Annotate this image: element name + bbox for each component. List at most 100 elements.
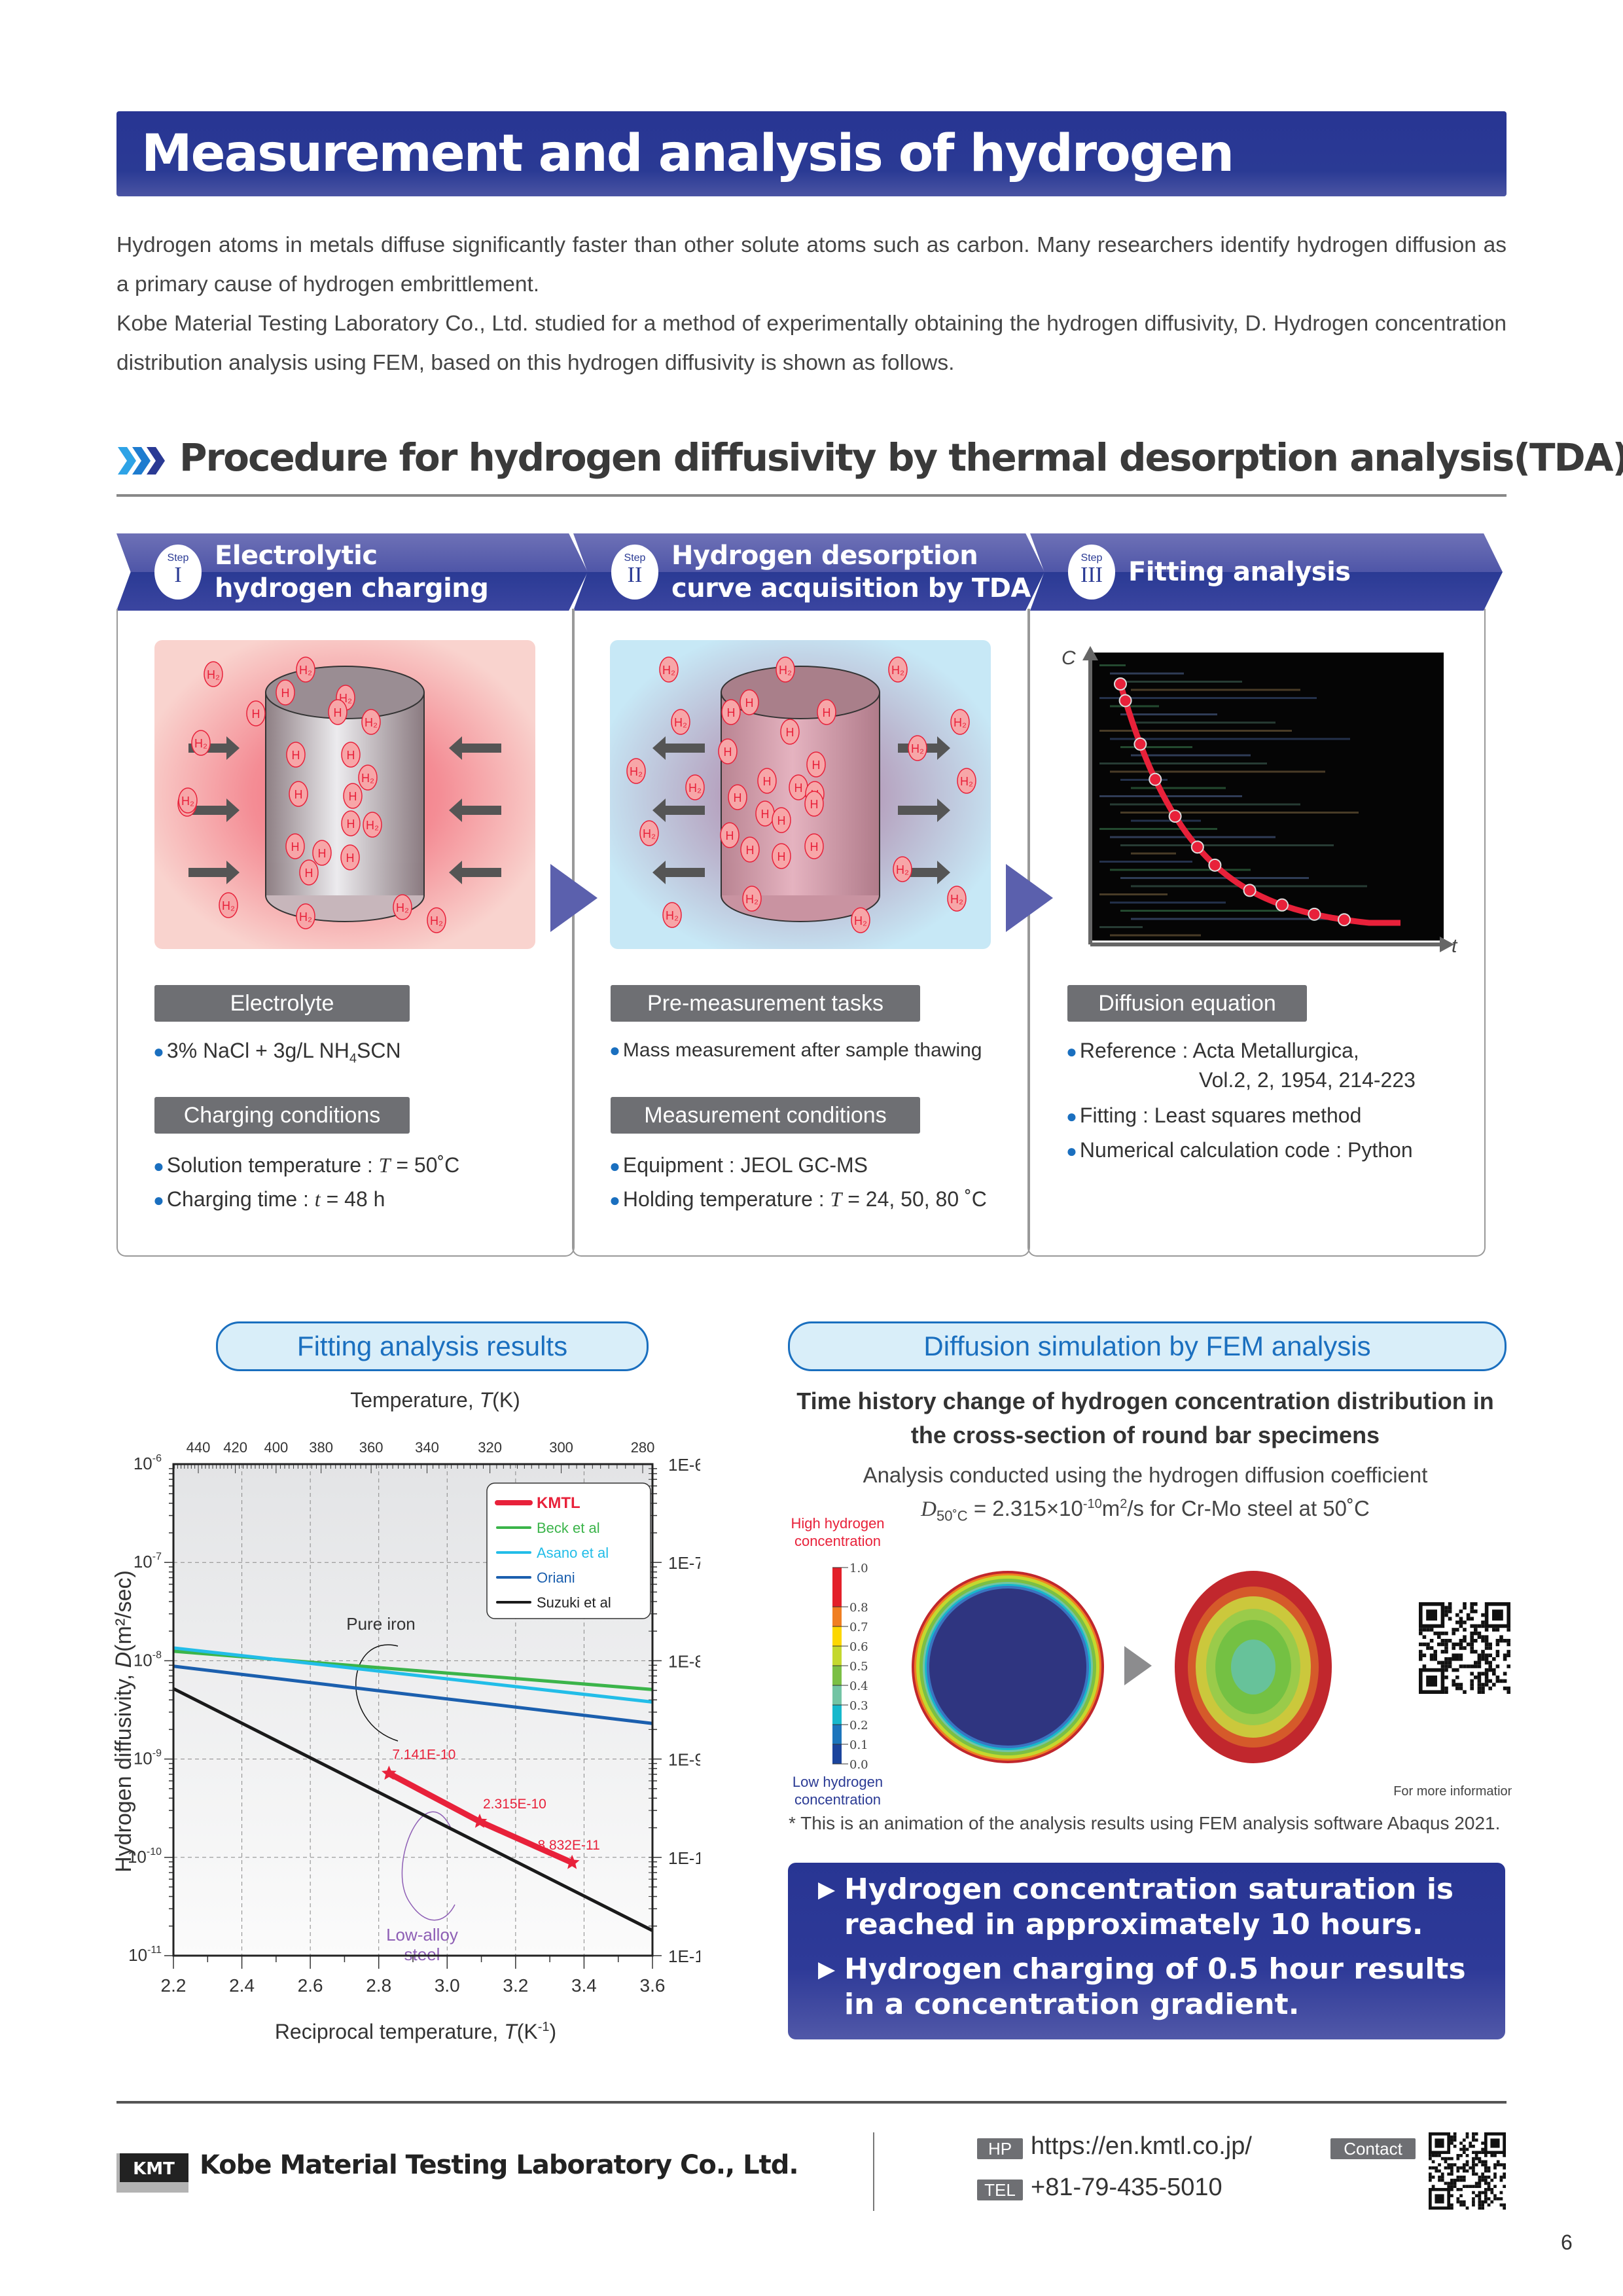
scale-low-label-2: concentration: [794, 1791, 881, 1808]
step-3-label: Fitting analysis: [1128, 557, 1351, 587]
h-atom-icon: H: [340, 844, 360, 870]
svg-text:H: H: [252, 708, 260, 721]
h2-molecule-icon: H₂: [957, 768, 976, 794]
company-name: Kobe Material Testing Laboratory Co., Lt…: [200, 2150, 799, 2180]
top-tick-label: 440: [187, 1439, 211, 1456]
svg-text:H: H: [726, 829, 734, 842]
fit-data-point: [1149, 772, 1162, 786]
legend-item: Asano et al: [496, 1545, 609, 1561]
svg-text:KMT: KMT: [133, 2159, 175, 2179]
scale-band: [832, 1646, 842, 1666]
electrolyte-tag: Electrolyte: [154, 985, 410, 1022]
fit-data-point: [1208, 858, 1222, 872]
svg-text:H: H: [812, 759, 821, 772]
scale-tick-label: 0.2: [849, 1719, 868, 1732]
svg-text:H: H: [318, 847, 327, 860]
arrow-right-icon: [188, 798, 240, 822]
scale-tick-label: 0.1: [849, 1738, 868, 1752]
y-axis-label-c: C: [1061, 647, 1076, 669]
h2-molecule-icon: H₂: [191, 730, 211, 756]
h2-molecule-icon: H₂: [358, 764, 378, 791]
svg-text:H: H: [746, 844, 755, 857]
step-2-label: Hydrogen desorption curve acquisition by …: [671, 541, 1031, 603]
arrow-left-icon: [652, 798, 705, 822]
scale-tick-label: 1.0: [849, 1562, 868, 1575]
footer-divider: [116, 2101, 1507, 2104]
top-tick-label: 300: [549, 1439, 573, 1456]
procedure-section-header: Procedure for hydrogen diffusivity by th…: [116, 435, 1623, 497]
step-3-banner: Step III Fitting analysis: [1030, 533, 1503, 611]
scale-band: [832, 1705, 842, 1725]
x-tick-label: 3.6: [640, 1975, 666, 1996]
reference-item-continuation: Vol.2, 2, 1954, 214-223: [1199, 1068, 1416, 1092]
svg-text:H₂: H₂: [299, 664, 312, 677]
scale-tick-label: 0.5: [849, 1660, 868, 1674]
svg-text:H: H: [292, 749, 300, 762]
svg-text:H₂: H₂: [745, 893, 758, 906]
fit-data-point: [1275, 898, 1289, 912]
qr-code[interactable]: [1419, 1602, 1510, 1694]
svg-text:H: H: [786, 726, 794, 739]
h-atom-icon: H: [740, 689, 759, 715]
y-tick-label-left: 10-8: [134, 1649, 162, 1670]
h-atom-icon: H: [772, 807, 791, 833]
svg-text:H: H: [761, 808, 770, 821]
svg-text:H₂: H₂: [674, 716, 687, 729]
svg-text:H₂: H₂: [896, 863, 909, 876]
triangle-bullet-icon: ▶: [818, 1876, 836, 1903]
fem-simulation-header: Diffusion simulation by FEM analysis: [788, 1321, 1507, 1371]
telephone-number[interactable]: +81-79-435-5010: [1031, 2174, 1222, 2201]
y-tick-label-left: 10-9: [134, 1748, 162, 1768]
cross-section-early: [912, 1571, 1104, 1763]
svg-text:H₂: H₂: [643, 827, 656, 840]
svg-text:H: H: [334, 706, 342, 719]
x-tick-label: 3.4: [571, 1975, 597, 1996]
fitting-results-header: Fitting analysis results: [216, 1321, 649, 1371]
h-atom-icon: H: [755, 800, 775, 827]
fit-data-point: [1133, 737, 1147, 751]
scale-band: [832, 1725, 842, 1744]
y-tick-label-left: 10-10: [128, 1846, 162, 1867]
legend-label: KMTL: [537, 1494, 580, 1512]
electrolyte-item: ● 3% NaCl + 3g/L NH4SCN: [153, 1039, 401, 1066]
top-tick-label: 420: [223, 1439, 247, 1456]
h-atom-icon: H: [328, 699, 348, 725]
h2-molecule-icon: H₂: [908, 735, 927, 761]
equipment-item: ● Equipment : JEOL GC-MS: [609, 1153, 868, 1177]
scale-band: [832, 1626, 842, 1646]
legend-label: Oriani: [537, 1570, 575, 1586]
svg-text:H₂: H₂: [911, 742, 924, 755]
h2-molecule-icon: H₂: [427, 907, 446, 933]
y-tick-label-left: 10-6: [134, 1453, 162, 1473]
homepage-link[interactable]: https://en.kmtl.co.jp/: [1031, 2132, 1252, 2160]
svg-text:H₂: H₂: [396, 901, 409, 914]
intro-text: Hydrogen atoms in metals diffuse signifi…: [116, 226, 1507, 383]
low-alloy-annotation-line2: steel: [404, 1945, 440, 1964]
x-axis-label-t: t: [1452, 935, 1458, 952]
reference-item: ● Reference : Acta Metallurgica,: [1066, 1039, 1359, 1062]
top-tick-label: 280: [631, 1439, 655, 1456]
fitting-curve-illustration: C t: [1047, 645, 1466, 957]
fit-data-point: [1168, 810, 1182, 823]
x-tick-label: 2.4: [229, 1975, 255, 1996]
arrow-right-icon: [898, 861, 950, 884]
contact-qr-code[interactable]: [1429, 2132, 1506, 2210]
y-tick-label-left: 10-11: [128, 1945, 162, 1965]
scale-tick-label: 0.3: [849, 1699, 868, 1713]
scale-band: [832, 1744, 842, 1764]
fitting-method-item: ● Fitting : Least squares method: [1066, 1103, 1362, 1127]
svg-text:H₂: H₂: [365, 716, 378, 729]
h-atom-icon: H: [299, 859, 319, 886]
svg-text:H: H: [347, 817, 355, 831]
conclusion-box: ▶ Hydrogen concentration saturation is re…: [788, 1863, 1505, 2039]
holding-temperature-item: ● Holding temperature : T = 24, 50, 80 ˚C: [609, 1187, 987, 1211]
h2-molecule-icon: H₂: [219, 892, 238, 918]
legend-label: Suzuki et al: [537, 1594, 611, 1611]
charging-time-item: ● Charging time : t = 48 h: [153, 1187, 385, 1211]
svg-text:H₂: H₂: [688, 781, 702, 795]
pure-iron-bracket: [355, 1644, 399, 1742]
diffusivity-chart: Temperature, T(K) 440 420 400 380 360 340 320 3…: [111, 1388, 700, 2043]
triple-chevron-icon: [118, 447, 165, 475]
svg-text:H: H: [745, 696, 754, 709]
